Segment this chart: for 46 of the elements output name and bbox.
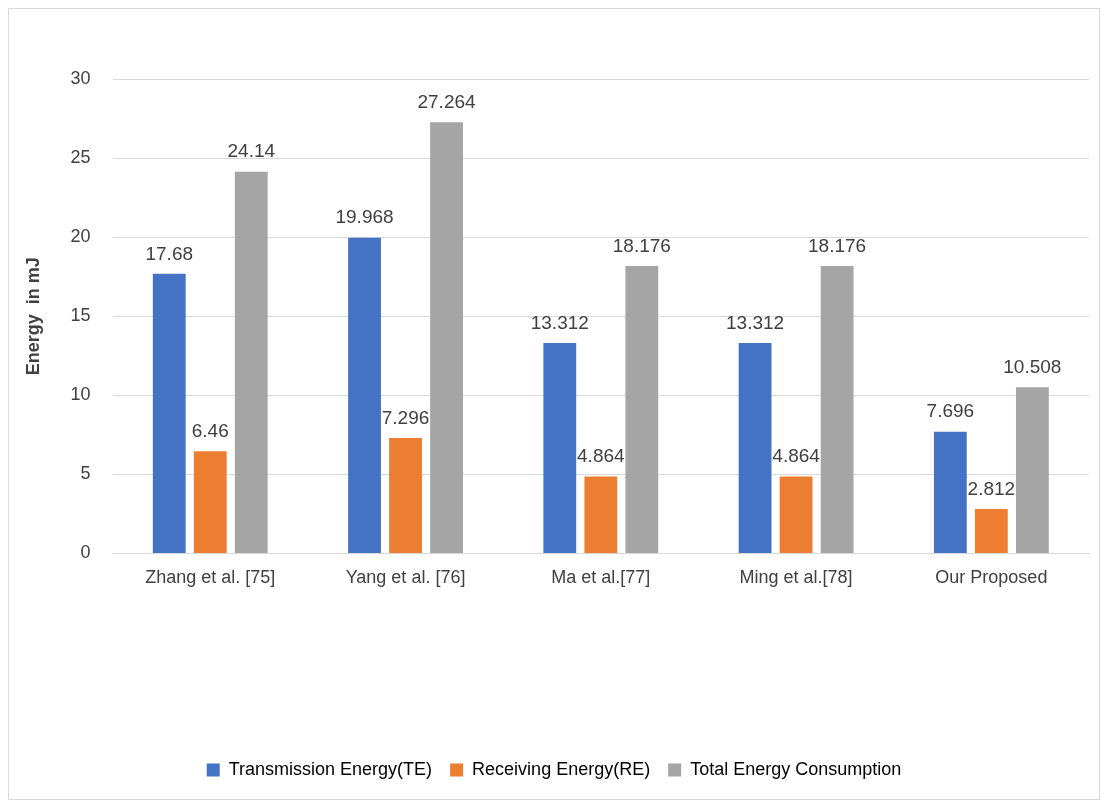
data-label: 13.312 (530, 311, 589, 333)
data-label: 17.68 (145, 242, 194, 264)
y-tick-label: 5 (80, 463, 91, 484)
bar (738, 342, 772, 553)
legend-label: Receiving Energy(RE) (472, 758, 651, 779)
data-label: 10.508 (1003, 355, 1062, 377)
bar (1015, 387, 1049, 553)
y-tick-label: 20 (70, 226, 91, 247)
data-label: 7.696 (926, 400, 975, 422)
data-label: 19.968 (335, 206, 394, 228)
y-tick-label: 0 (80, 542, 91, 563)
data-label: 4.864 (577, 445, 626, 467)
legend-label: Transmission Energy(TE) (228, 758, 433, 779)
y-axis-title: Energy in mJ (22, 257, 43, 376)
bar (543, 342, 577, 553)
data-label: 18.176 (808, 234, 867, 256)
bar (625, 265, 659, 553)
x-tick-label: Yang et al. [76] (345, 567, 466, 588)
data-label: 2.812 (967, 477, 1016, 499)
x-tick-label: Ma et al.[77] (551, 567, 651, 588)
legend-label: Total Energy Consumption (690, 758, 902, 779)
bar (584, 476, 618, 553)
bar (193, 451, 227, 553)
x-tick-label: Zhang et al. [75] (145, 567, 276, 588)
y-tick-label: 30 (70, 67, 91, 88)
y-tick-label: 25 (70, 147, 91, 168)
data-label: 6.46 (191, 419, 229, 441)
y-tick-label: 15 (70, 305, 91, 326)
x-tick-label: Our Proposed (935, 567, 1048, 588)
bar (974, 508, 1008, 553)
y-tick-label: 10 (70, 384, 91, 405)
bar (234, 171, 268, 553)
data-label: 27.264 (417, 91, 477, 112)
data-label: 13.312 (726, 311, 785, 333)
bar (348, 237, 381, 553)
bar (933, 431, 967, 553)
data-label: 18.176 (612, 234, 671, 256)
bar (430, 122, 463, 553)
bar (779, 476, 813, 553)
bar (152, 273, 186, 553)
bar (820, 265, 854, 553)
data-label: 7.296 (381, 406, 430, 428)
bar (389, 438, 422, 553)
x-tick-label: Ming et al.[78] (739, 567, 853, 588)
data-label: 24.14 (227, 140, 276, 162)
data-label: 4.864 (772, 445, 821, 467)
